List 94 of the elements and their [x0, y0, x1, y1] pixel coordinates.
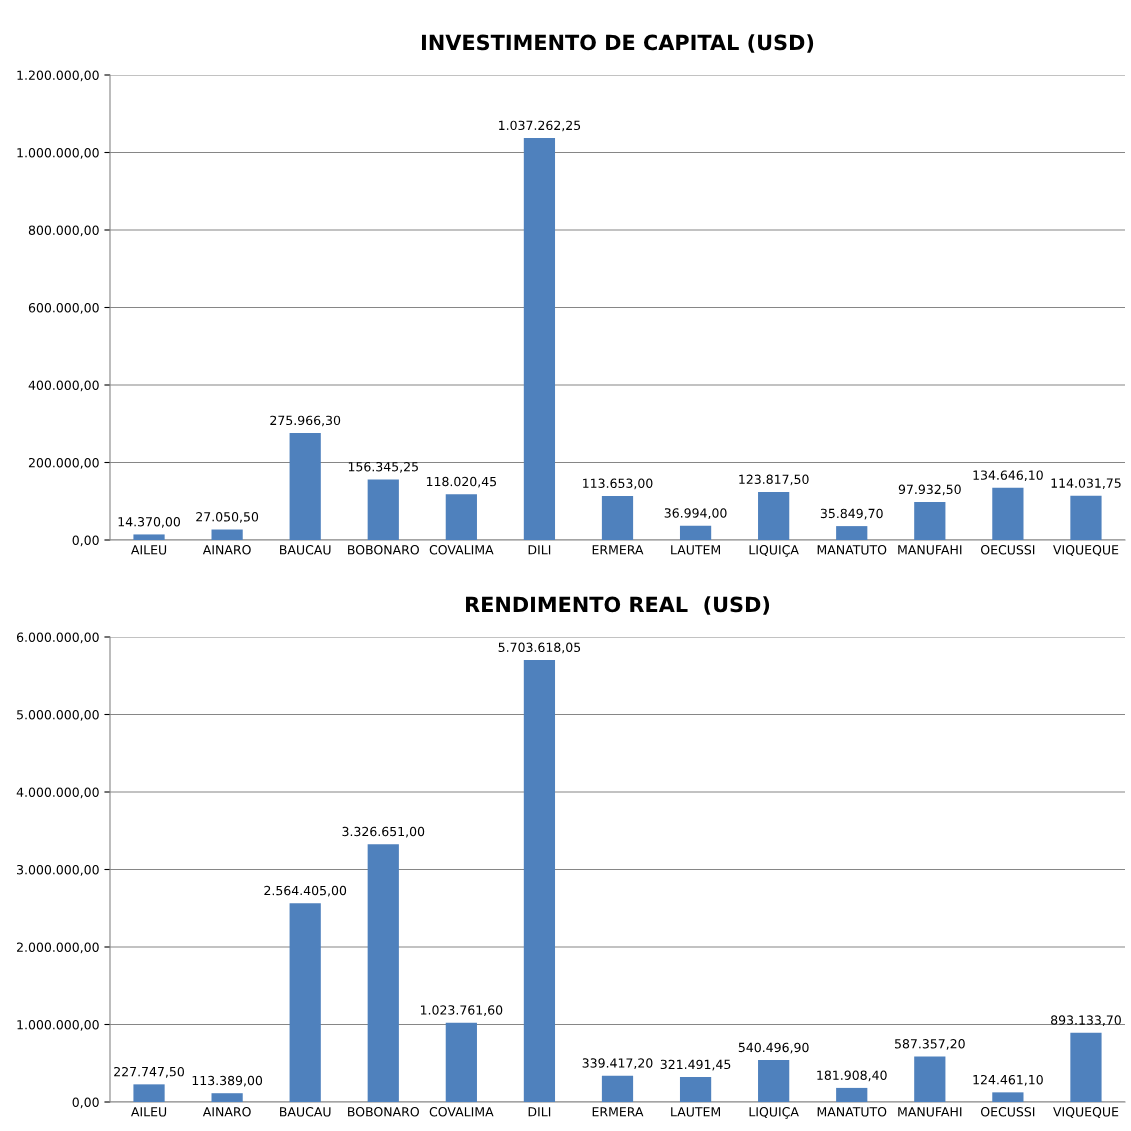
data-label: 3.326.651,00: [342, 826, 425, 838]
data-label: 339.417,20: [582, 1058, 653, 1069]
data-label: 5.703.618,05: [498, 642, 581, 654]
data-label: 587.357,20: [894, 1039, 965, 1050]
bar: [367, 479, 399, 540]
chart-title: RENDIMENTO REAL (USD): [466, 596, 770, 615]
bar: [836, 526, 868, 540]
data-label: 36.994,00: [664, 508, 727, 519]
bar: [133, 1084, 165, 1102]
y-tick-label: 1.000.000,00: [17, 1019, 99, 1031]
bar: [914, 1056, 946, 1102]
x-tick-label: VIQUEQUE: [1053, 1107, 1119, 1118]
y-tick-label: 2.000.000,00: [17, 942, 99, 954]
bar: [367, 844, 399, 1102]
bar: [679, 1077, 712, 1102]
data-label: 1.037.262,25: [499, 120, 581, 132]
data-label: 134.646,10: [973, 470, 1043, 482]
y-tick-label: 3.000.000,00: [17, 864, 99, 876]
data-label: 893.133,70: [1051, 1015, 1121, 1027]
data-label: 14.370,00: [118, 517, 181, 528]
data-label: 27.050,50: [196, 512, 259, 523]
bar: [289, 433, 321, 540]
y-tick-label: 200.000,00: [28, 457, 99, 469]
x-tick-label: BOBONARO: [348, 545, 419, 555]
x-tick-label: AINARO: [202, 545, 251, 555]
data-label: 275.966,30: [270, 415, 341, 427]
data-label: 113.389,00: [192, 1075, 263, 1087]
x-tick-label: DILI: [528, 545, 551, 555]
y-tick-label: 6.000.000,00: [16, 632, 99, 644]
data-label: 321.491,45: [660, 1059, 731, 1071]
bar: [523, 659, 556, 1102]
x-tick-label: BOBONARO: [348, 1107, 419, 1117]
x-tick-label: ERMERA: [592, 1107, 644, 1117]
x-tick-label: LIQUIÇA: [749, 1107, 799, 1119]
x-tick-label: BAUCAU: [280, 545, 331, 555]
bar: [758, 492, 790, 540]
data-label: 181.908,40: [817, 1070, 887, 1082]
bar: [445, 1022, 477, 1102]
x-tick-label: VIQUEQUE: [1053, 545, 1119, 556]
data-label: 118.020,45: [426, 476, 497, 488]
y-tick-label: 600.000,00: [28, 302, 99, 314]
data-label: 114.031,75: [1051, 478, 1121, 490]
data-label: 35.849,70: [820, 508, 883, 520]
x-tick-label: MANATUTO: [817, 545, 887, 555]
x-tick-label: AINARO: [202, 1107, 251, 1117]
data-label: 156.345,25: [348, 461, 418, 473]
bar: [601, 1075, 634, 1102]
bar: [1070, 495, 1102, 540]
data-label: 124.461,10: [973, 1074, 1043, 1086]
x-tick-label: DILI: [528, 1107, 551, 1117]
y-tick-label: 4.000.000,00: [16, 787, 99, 799]
chart-title: INVESTIMENTO DE CAPITAL (USD): [422, 34, 814, 53]
x-tick-label: COVALIMA: [429, 1107, 494, 1117]
data-label: 2.564.405,00: [264, 885, 347, 897]
y-tick-label: 800.000,00: [28, 225, 99, 237]
bar: [601, 495, 634, 540]
y-tick-label: 5.000.000,00: [17, 709, 99, 721]
bar: [445, 494, 477, 540]
bar: [836, 1087, 868, 1102]
data-label: 97.932,50: [898, 484, 961, 496]
x-tick-label: AILEU: [131, 1107, 167, 1117]
x-tick-label: LIQUIÇA: [749, 545, 799, 557]
y-tick-label: 0,00: [72, 535, 99, 547]
x-tick-label: ERMERA: [592, 545, 644, 555]
bar: [211, 529, 243, 540]
x-tick-label: MANUFAHI: [898, 545, 962, 555]
bar: [133, 534, 165, 540]
x-tick-label: BAUCAU: [280, 1107, 331, 1117]
y-tick-label: 0,00: [72, 1097, 99, 1109]
x-tick-label: LAUTEM: [671, 545, 720, 555]
x-tick-label: COVALIMA: [429, 545, 494, 555]
x-tick-label: MANATUTO: [817, 1107, 887, 1117]
data-label: 113.653,00: [583, 478, 653, 490]
y-tick-label: 1.000.000,00: [17, 147, 99, 159]
x-tick-label: LAUTEM: [671, 1107, 720, 1117]
bar: [758, 1060, 790, 1102]
data-label: 123.817,50: [739, 474, 809, 486]
bar: [1070, 1032, 1102, 1102]
y-tick-label: 400.000,00: [28, 380, 99, 392]
bar: [679, 525, 712, 540]
bar: [523, 138, 556, 540]
x-tick-label: AILEU: [131, 545, 167, 555]
x-tick-label: OECUSSI: [981, 545, 1035, 555]
x-tick-label: MANUFAHI: [898, 1107, 962, 1117]
data-label: 1.023.761,60: [420, 1005, 503, 1016]
data-label: 227.747,50: [114, 1066, 184, 1078]
bar: [992, 487, 1024, 540]
bar: [914, 502, 946, 540]
bar: [992, 1092, 1024, 1102]
data-label: 540.496,90: [738, 1042, 809, 1054]
bar: [289, 903, 321, 1102]
bar: [211, 1093, 243, 1102]
y-tick-label: 1.200.000,00: [17, 70, 99, 82]
x-tick-label: OECUSSI: [981, 1107, 1035, 1117]
